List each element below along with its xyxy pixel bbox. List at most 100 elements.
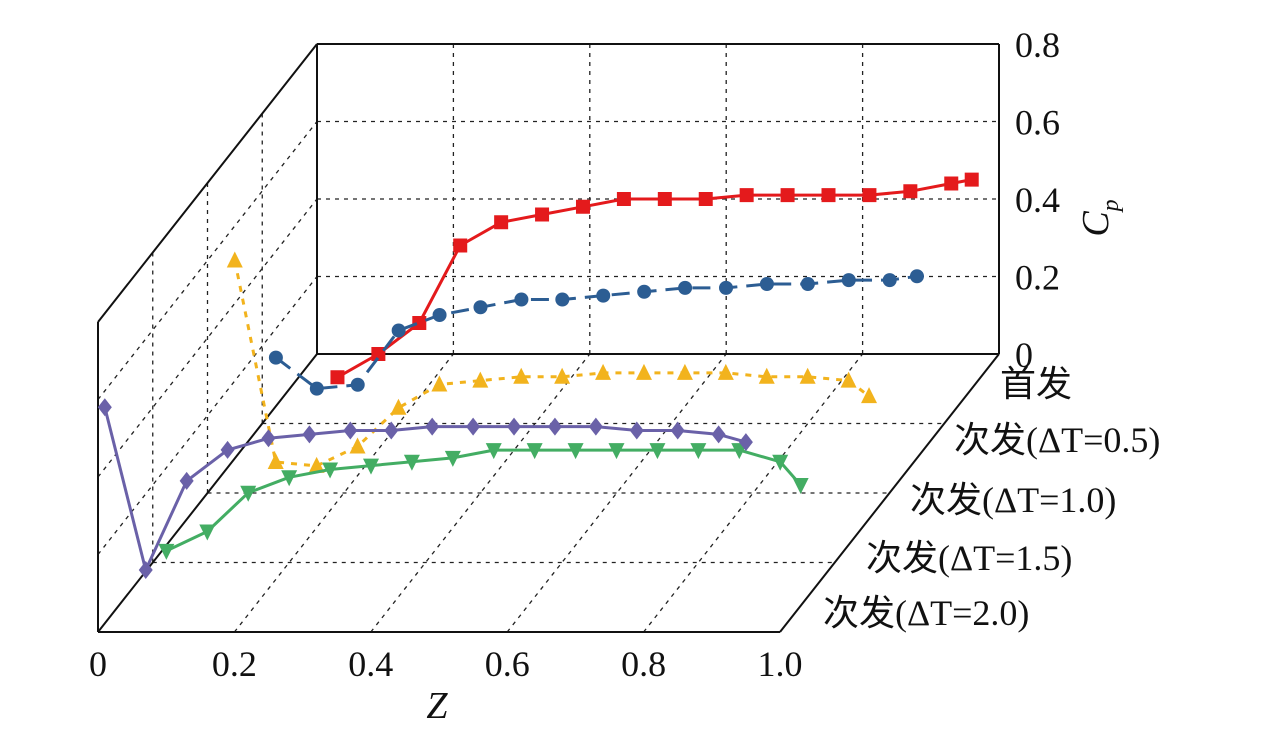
data-point-marker	[466, 417, 481, 436]
data-point-marker	[220, 440, 235, 459]
series-group	[158, 443, 809, 560]
data-point-marker	[322, 462, 339, 479]
axes-box-edge	[97, 353, 318, 633]
series-line	[233, 260, 870, 468]
grid-layer	[97, 43, 999, 633]
data-point-marker	[637, 284, 652, 299]
data-point-marker	[595, 363, 612, 380]
data-point-marker	[588, 417, 603, 436]
z-tick-label: 0.8	[1015, 25, 1060, 65]
x-tick-label: 0.4	[348, 644, 393, 684]
data-point-marker	[799, 367, 816, 384]
data-point-marker	[903, 184, 918, 199]
data-point-marker	[719, 280, 734, 295]
data-point-marker	[261, 429, 276, 448]
data-point-marker	[432, 308, 447, 322]
floor-gridline	[506, 353, 727, 633]
data-point-marker	[330, 370, 345, 385]
data-point-marker	[555, 292, 570, 307]
x-tick-label: 0.8	[621, 644, 666, 684]
data-point-marker	[514, 292, 529, 307]
data-point-marker	[350, 377, 365, 392]
data-point-marker	[759, 277, 774, 291]
data-point-marker	[738, 433, 753, 452]
data-point-marker	[403, 454, 420, 471]
data-point-marker	[909, 269, 924, 284]
data-point-marker	[179, 471, 194, 490]
data-point-marker	[240, 485, 257, 502]
data-point-marker	[138, 561, 153, 579]
data-point-marker	[800, 277, 815, 291]
series-category-label: 次发(ΔT=1.5)	[866, 538, 1072, 578]
data-point-marker	[840, 371, 857, 388]
data-point-marker	[657, 192, 672, 206]
series-category-label: 次发(ΔT=2.0)	[823, 593, 1029, 633]
series-group	[97, 398, 753, 579]
z-axis-label: Cp	[1075, 199, 1124, 236]
data-point-marker	[485, 443, 502, 460]
data-point-marker	[158, 543, 175, 560]
series-category-label: 首发	[1000, 364, 1072, 404]
data-point-marker	[362, 458, 379, 475]
data-point-marker	[412, 316, 427, 330]
series-line	[274, 274, 918, 391]
data-point-marker	[635, 363, 652, 380]
data-point-marker	[739, 188, 754, 203]
data-point-marker	[792, 478, 809, 494]
data-point-marker	[608, 443, 625, 460]
data-point-marker	[698, 192, 713, 206]
data-point-marker	[268, 350, 283, 365]
data-point-marker	[349, 437, 366, 454]
x-tick-label: 1.0	[758, 644, 803, 684]
data-point-marker	[308, 456, 325, 473]
data-point-marker	[453, 238, 468, 253]
data-point-marker	[226, 251, 243, 268]
z-tick-label: 0	[1015, 335, 1033, 375]
data-point-marker	[861, 387, 878, 404]
data-point-marker	[526, 443, 543, 460]
data-point-marker	[575, 199, 590, 214]
data-point-marker	[567, 443, 584, 460]
data-point-marker	[425, 417, 440, 436]
z-axis-label-base: C	[1075, 211, 1117, 237]
data-point-marker	[97, 398, 112, 417]
label-layer: Z Cp 0 0.2 0.4 0.6 0.8 1.0 0 0.2 0.4 0.6 0.8 首发次发(Δ…	[89, 25, 1160, 727]
data-point-marker	[616, 192, 631, 206]
data-point-marker	[676, 363, 693, 380]
data-point-marker	[199, 524, 216, 541]
series-line	[103, 406, 747, 572]
data-point-marker	[944, 176, 959, 191]
data-point-marker	[841, 273, 856, 288]
z-tick-label: 0.4	[1015, 180, 1060, 220]
z-tick-label: 0.2	[1015, 258, 1060, 298]
x-tick-label: 0.6	[485, 644, 530, 684]
data-point-marker	[444, 450, 461, 467]
x-axis-label: Z	[426, 685, 448, 727]
data-point-marker	[371, 347, 386, 361]
data-point-marker	[472, 371, 489, 388]
axes-box-edge	[97, 43, 318, 323]
data-point-marker	[384, 421, 399, 440]
data-point-marker	[281, 470, 298, 487]
data-point-marker	[882, 273, 897, 288]
data-point-marker	[678, 280, 693, 295]
series-group	[268, 269, 924, 396]
data-point-marker	[596, 288, 611, 303]
data-point-marker	[547, 417, 562, 436]
data-point-marker	[670, 421, 685, 440]
data-point-marker	[302, 425, 317, 444]
data-point-marker	[862, 188, 877, 203]
axes-box	[97, 43, 1000, 633]
data-point-marker	[780, 188, 795, 203]
data-point-marker	[473, 300, 488, 315]
data-point-marker	[390, 398, 407, 415]
series-layer	[97, 172, 979, 579]
data-point-marker	[717, 363, 734, 380]
data-point-marker	[772, 454, 789, 471]
x-tick-label: 0.2	[212, 644, 257, 684]
data-point-marker	[535, 207, 550, 222]
series-category-label: 次发(ΔT=1.0)	[910, 480, 1116, 520]
data-point-marker	[513, 367, 530, 384]
data-point-marker	[629, 421, 644, 440]
